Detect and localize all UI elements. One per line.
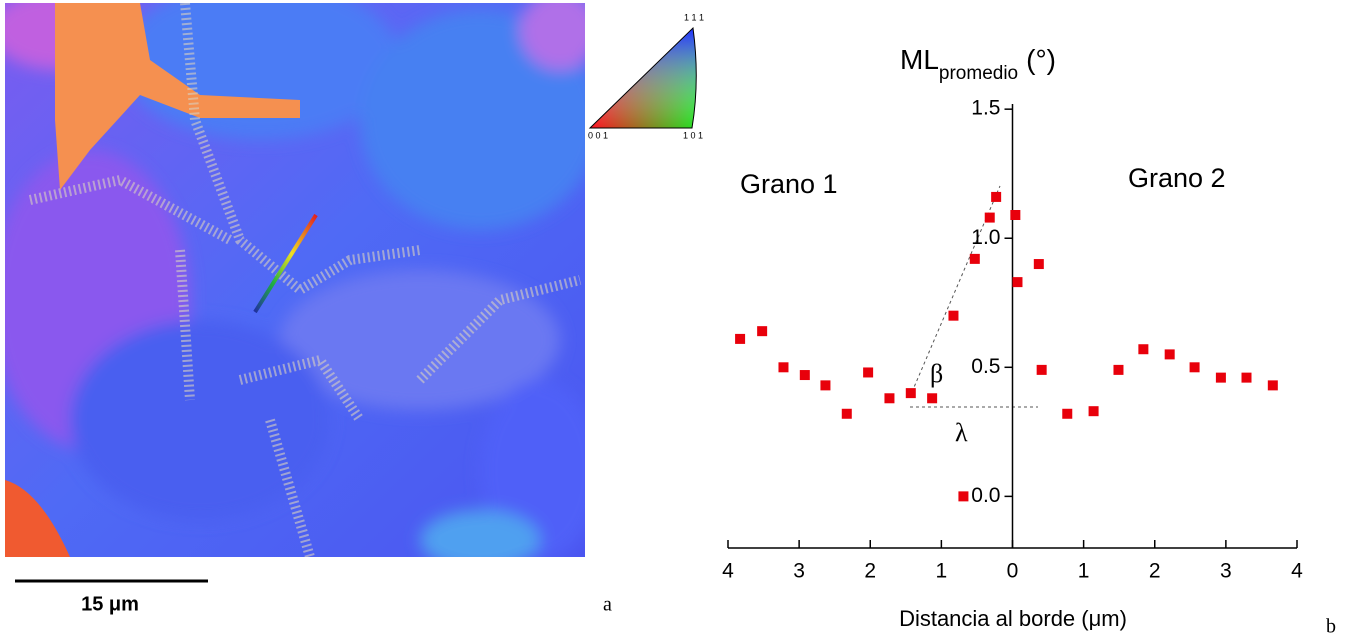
key-label: 0 0 1 <box>588 130 608 140</box>
point <box>1113 364 1124 375</box>
point <box>905 388 916 399</box>
point <box>948 310 959 321</box>
point <box>1033 259 1044 270</box>
x-tick-label: 3 <box>793 560 805 583</box>
x-axis-label: Distancia al borde (μm) <box>899 606 1127 631</box>
point <box>958 491 969 502</box>
key-label: 1 0 1 <box>683 130 703 140</box>
point <box>1062 408 1073 419</box>
point <box>1138 344 1149 355</box>
y-tick-label: 1.0 <box>971 226 1000 249</box>
annotation: λ <box>955 418 968 447</box>
point <box>884 393 895 404</box>
annotation: Grano 1 <box>740 169 838 199</box>
point <box>1036 364 1047 375</box>
scale-bar-label: 15 μm <box>81 593 139 615</box>
point <box>1088 406 1099 417</box>
annotation: Grano 2 <box>1128 163 1226 193</box>
point <box>820 380 831 391</box>
point <box>1189 362 1200 373</box>
x-tick-label: 4 <box>1291 560 1303 583</box>
x-tick-label: 0 <box>1007 560 1019 583</box>
y-tick-label: 1.5 <box>971 97 1000 120</box>
y-tick-label: 0.0 <box>971 484 1000 507</box>
point <box>799 370 810 381</box>
point <box>991 191 1002 202</box>
point <box>984 212 995 223</box>
point <box>735 333 746 344</box>
x-tick-label: 1 <box>1078 560 1090 583</box>
point <box>863 367 874 378</box>
x-tick-label: 1 <box>936 560 948 583</box>
x-tick-label: 2 <box>864 560 876 583</box>
point <box>841 408 852 419</box>
point <box>927 393 938 404</box>
panel-label: b <box>1326 616 1336 638</box>
y-tick-label: 0.5 <box>971 355 1000 378</box>
point <box>969 253 980 264</box>
x-tick-label: 3 <box>1220 560 1232 583</box>
point <box>1267 380 1278 391</box>
chart-title: MLpromedio (°) <box>900 44 1056 84</box>
point <box>1241 372 1252 383</box>
point <box>757 326 768 337</box>
orientation-map <box>5 3 585 557</box>
color-key: 1 1 1 0 0 1 1 0 1 <box>588 12 704 140</box>
annotation: β <box>930 359 943 388</box>
x-tick-label: 4 <box>722 560 734 583</box>
point <box>1215 372 1226 383</box>
key-label: 1 1 1 <box>684 12 704 22</box>
panel-label: a <box>603 594 612 616</box>
x-tick-label: 2 <box>1149 560 1161 583</box>
point <box>1012 277 1023 288</box>
point <box>1010 210 1021 220</box>
point <box>1164 349 1175 360</box>
point <box>778 362 789 373</box>
